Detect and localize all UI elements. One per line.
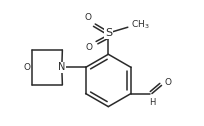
Text: O: O — [164, 78, 171, 87]
Text: O: O — [23, 63, 30, 72]
Text: H: H — [148, 99, 154, 107]
Text: O: O — [84, 13, 91, 22]
Text: O: O — [85, 43, 92, 52]
Text: S: S — [104, 28, 111, 38]
Text: CH$_3$: CH$_3$ — [130, 19, 149, 31]
Text: N: N — [58, 62, 65, 72]
